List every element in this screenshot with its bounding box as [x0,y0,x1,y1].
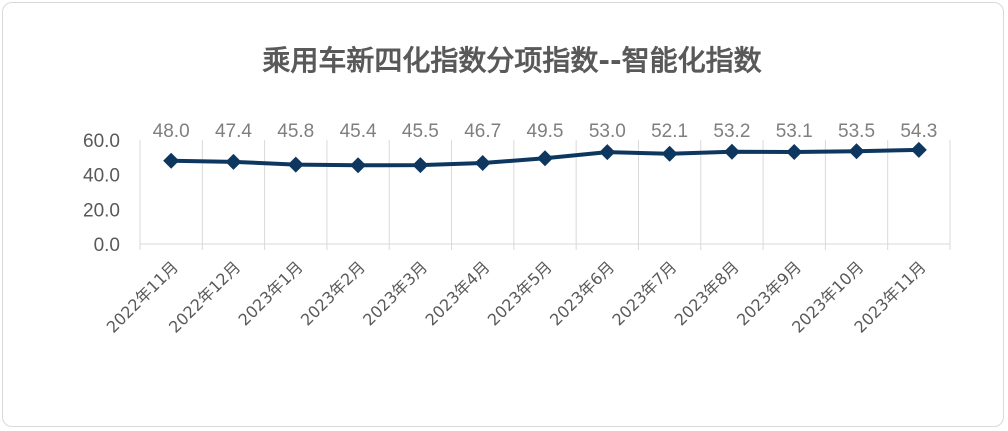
data-point-marker [350,157,367,174]
data-label: 53.2 [713,121,750,142]
x-tick-label: 2023年4月 [421,257,493,329]
x-tick-label: 2023年3月 [359,257,431,329]
x-tick-label: 2023年6月 [546,257,618,329]
y-tick-label: 0.0 [94,235,120,256]
data-label: 47.4 [215,121,252,142]
data-label: 49.5 [527,121,564,142]
data-point-marker [163,152,180,169]
data-point-marker [225,153,242,170]
data-point-marker [599,144,616,161]
data-point-marker [661,145,678,162]
x-tick-label: 2023年8月 [671,257,743,329]
y-tick-label: 60.0 [83,131,120,152]
data-label: 45.4 [340,121,377,142]
data-label: 54.3 [900,121,937,142]
data-point-marker [412,157,429,174]
data-point-marker [723,143,740,160]
y-tick-label: 40.0 [83,166,120,187]
data-point-marker [537,150,553,167]
data-point-marker [287,156,304,173]
data-label: 53.0 [589,121,626,142]
x-tick-label: 2023年7月 [608,257,680,329]
data-point-marker [910,141,927,158]
data-label: 46.7 [464,121,501,142]
data-label: 45.8 [277,121,314,142]
chart-title: 乘用车新四化指数分项指数--智能化指数 [262,44,762,77]
data-label: 53.1 [776,121,813,142]
x-tick-label: 2023年2月 [297,257,369,329]
data-label: 48.0 [153,121,190,142]
data-label: 45.5 [402,121,439,142]
x-tick-label: 2023年5月 [484,257,556,329]
data-point-marker [848,143,865,160]
x-tick-label: 2023年1月 [235,257,307,329]
data-point-marker [474,155,491,172]
data-label: 52.1 [651,121,688,142]
data-label: 53.5 [838,121,875,142]
data-point-marker [786,143,803,160]
y-tick-label: 20.0 [83,200,120,221]
